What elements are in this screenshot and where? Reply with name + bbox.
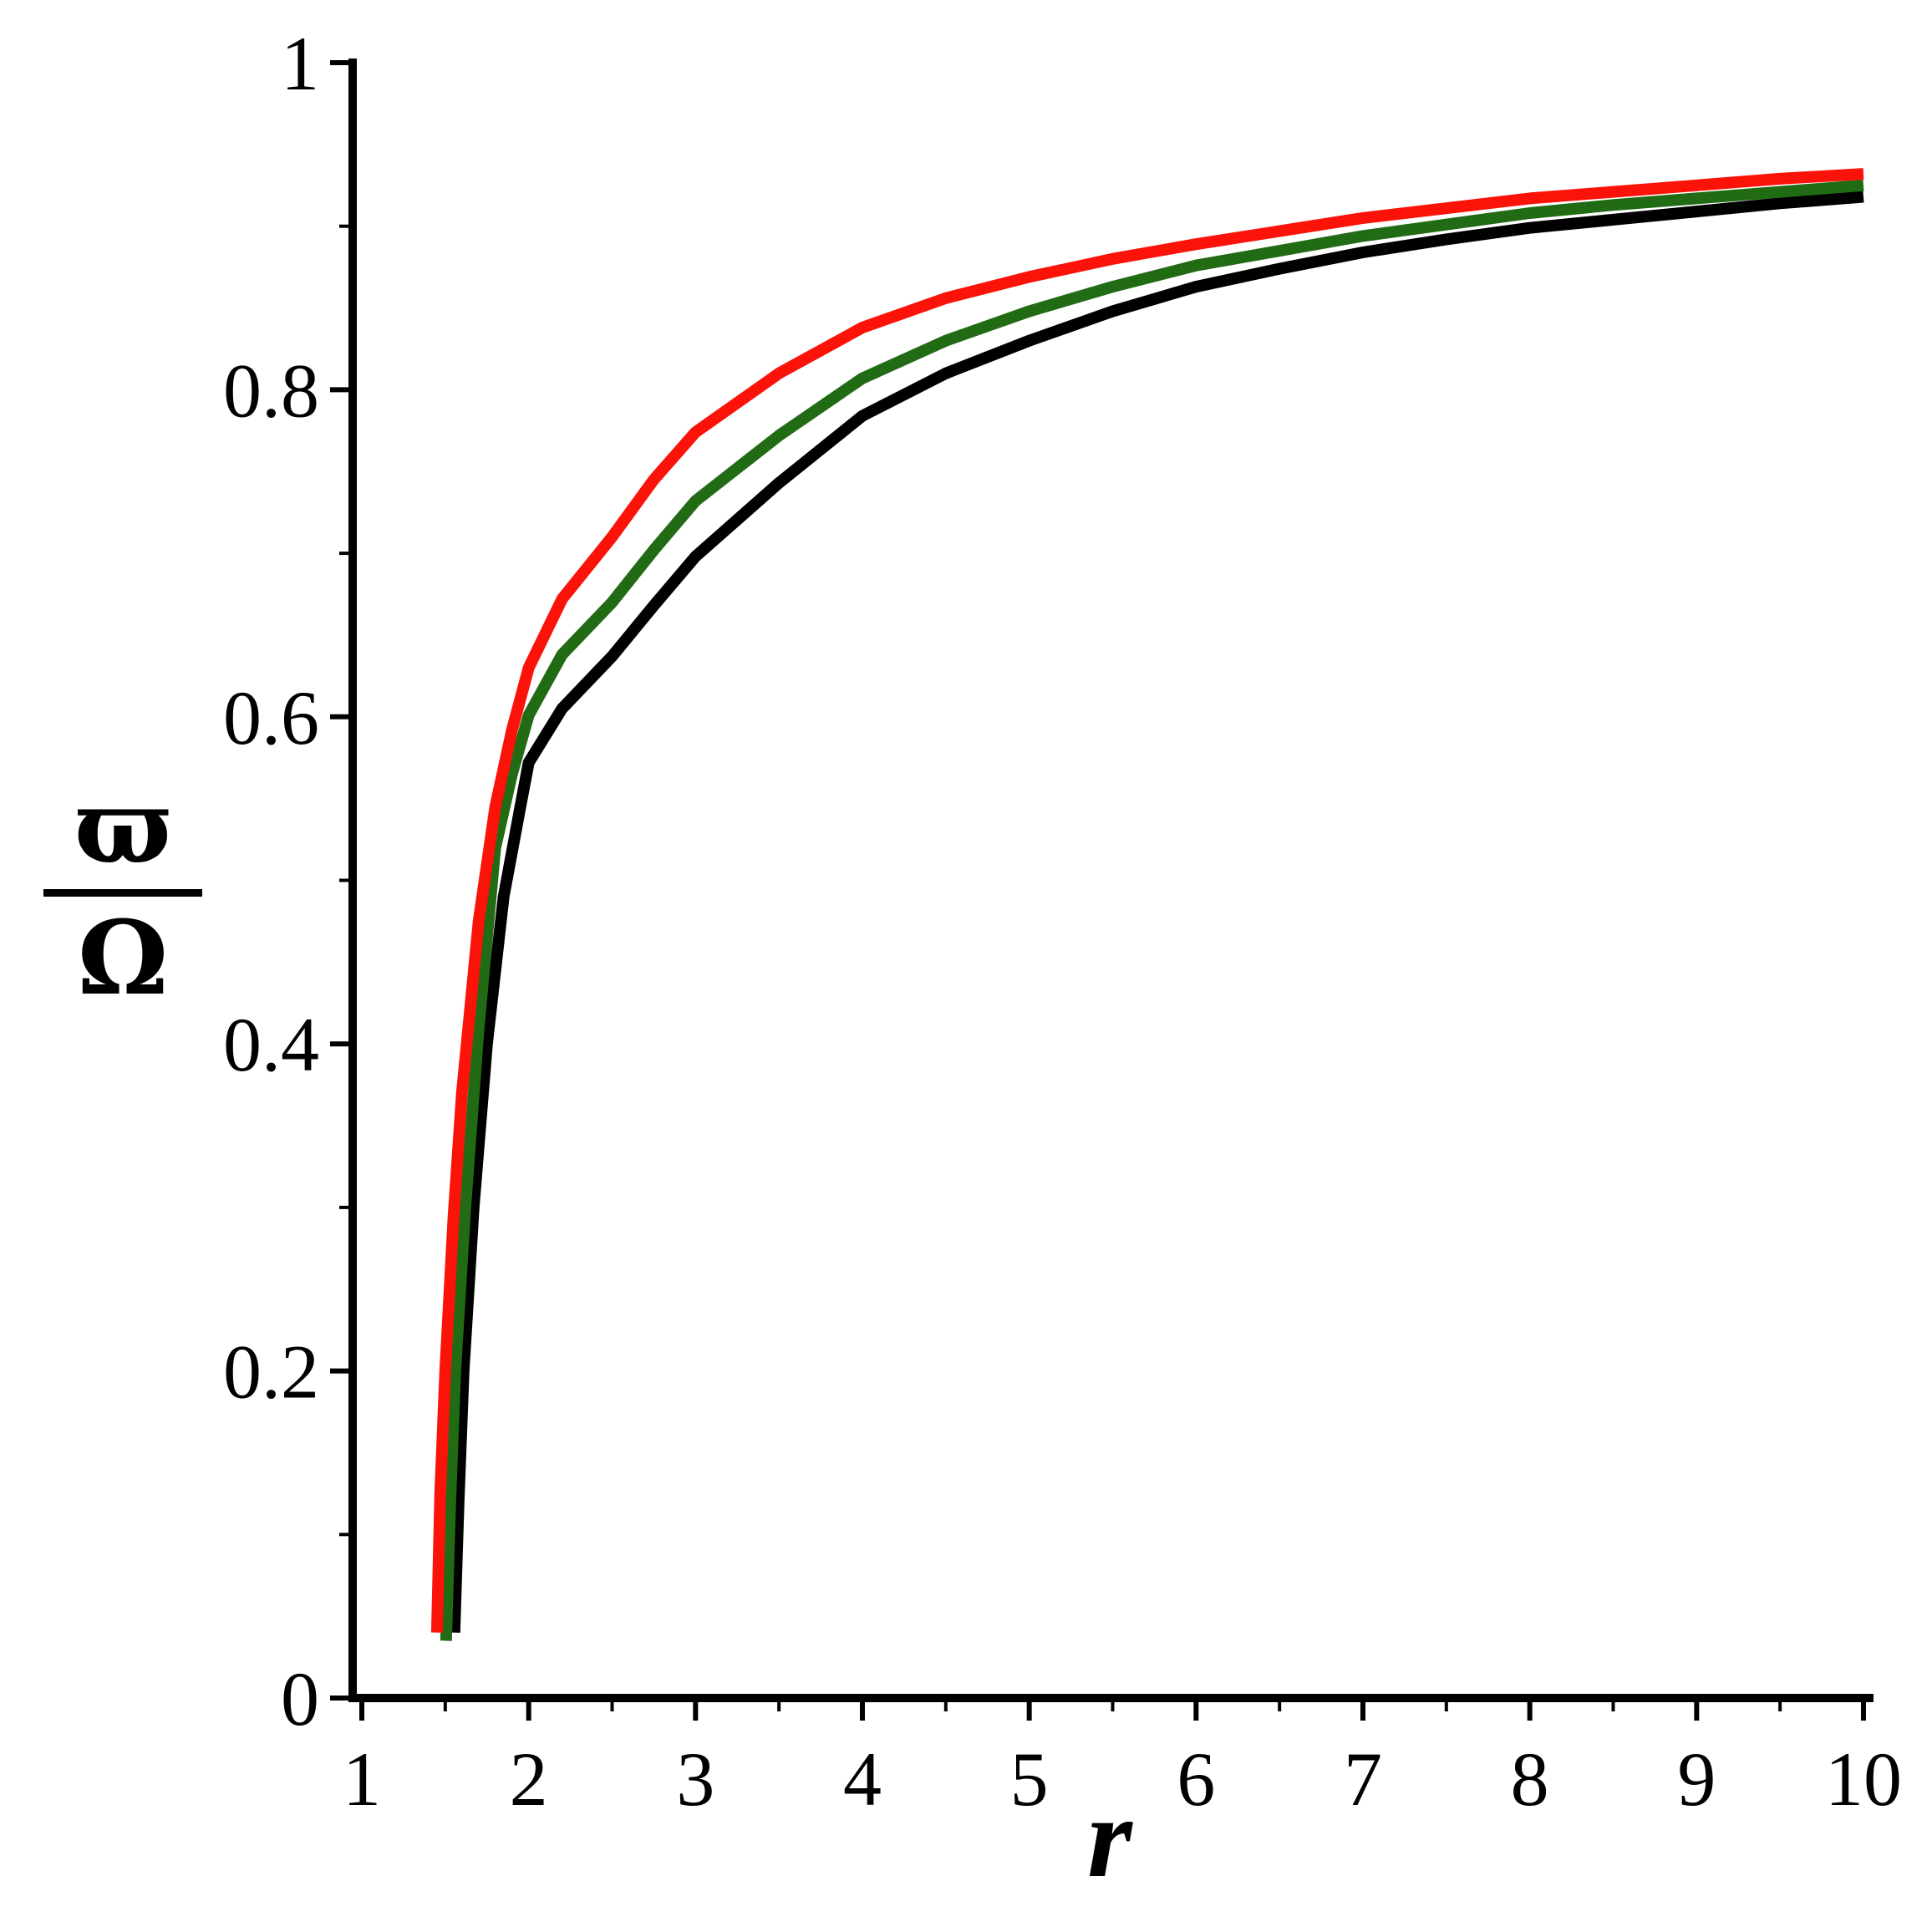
y-tick-label: 0.4 xyxy=(223,1002,319,1087)
y-tick-label: 1 xyxy=(281,21,319,106)
black-curve xyxy=(448,191,1864,1633)
y-tick-label: 0.2 xyxy=(223,1330,319,1415)
x-tick-label: 4 xyxy=(843,1736,882,1822)
x-axis-label: r xyxy=(1087,1773,1132,1901)
y-axis-label-numerator: ϖ xyxy=(43,775,202,897)
y-tick-label: 0.6 xyxy=(223,675,319,760)
red-curve xyxy=(430,168,1864,1633)
x-tick-label: 9 xyxy=(1677,1736,1716,1822)
green-curve xyxy=(440,179,1864,1641)
x-tick-label: 1 xyxy=(343,1736,381,1822)
y-tick-label: 0 xyxy=(281,1656,319,1741)
x-tick-label: 3 xyxy=(676,1736,714,1822)
y-axis-label: ϖ Ω xyxy=(43,775,202,1009)
x-tick-label: 6 xyxy=(1177,1736,1215,1822)
y-tick-label: 0.8 xyxy=(223,348,319,433)
x-tick-label: 10 xyxy=(1825,1736,1902,1822)
x-tick-label: 2 xyxy=(510,1736,548,1822)
x-tick-label: 7 xyxy=(1344,1736,1382,1822)
x-tick-label: 8 xyxy=(1511,1736,1549,1822)
x-tick-label: 5 xyxy=(1010,1736,1049,1822)
y-axis-label-denominator: Ω xyxy=(77,897,169,1018)
